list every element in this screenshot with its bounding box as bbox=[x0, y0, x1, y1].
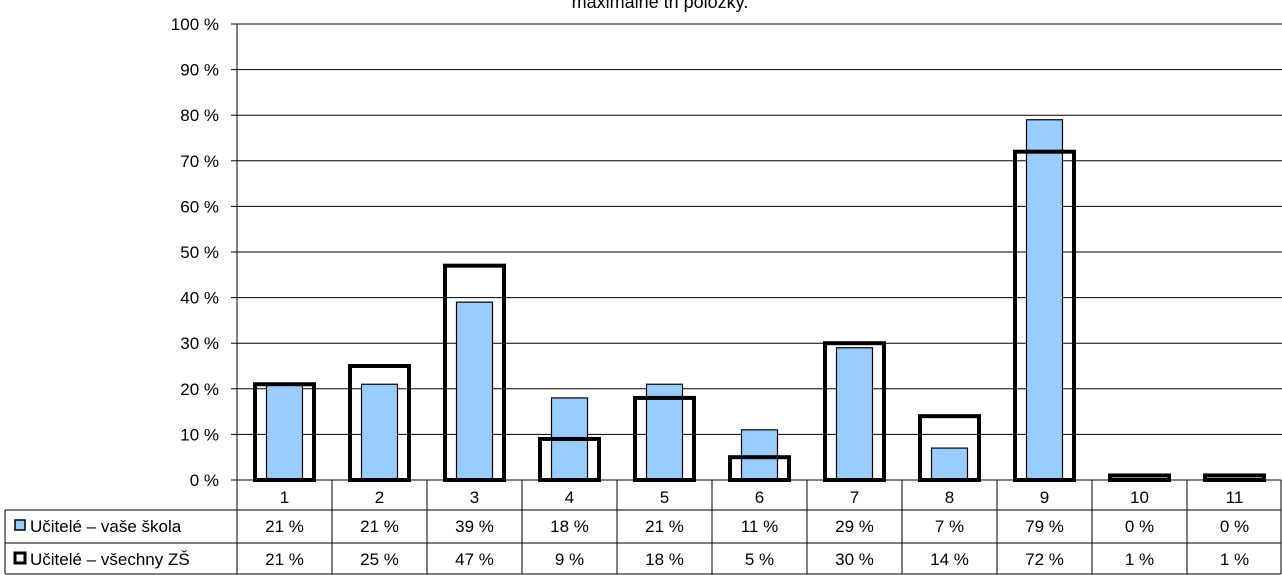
table-cell-vase-skola: 29 % bbox=[835, 517, 874, 536]
bar-vase-skola bbox=[360, 383, 399, 481]
legend-key-vase-skola bbox=[14, 519, 26, 531]
y-tick-label: 30 % bbox=[180, 334, 219, 353]
y-tick-label: 70 % bbox=[180, 152, 219, 171]
bar-vase-skola bbox=[645, 383, 684, 481]
x-tick-label: 6 bbox=[755, 488, 764, 507]
bar-vase-skola bbox=[930, 447, 969, 481]
x-tick-label: 7 bbox=[850, 488, 859, 507]
table-cell-vsechny-zs: 18 % bbox=[645, 550, 684, 569]
legend-key-vsechny-zs bbox=[13, 551, 27, 565]
table-cell-vsechny-zs: 47 % bbox=[455, 550, 494, 569]
y-tick-label: 90 % bbox=[180, 61, 219, 80]
x-tick-label: 11 bbox=[1226, 488, 1244, 507]
table-cell-vsechny-zs: 30 % bbox=[835, 550, 874, 569]
y-tick-label: 20 % bbox=[180, 380, 219, 399]
data-table: 1 2 3 4 5 6 7 8 9 10 11 Učitelé – vaše škola Učitelé… bbox=[4, 479, 1282, 575]
table-cell-vase-skola: 7 % bbox=[935, 517, 964, 536]
y-tick-label: 40 % bbox=[180, 289, 219, 308]
chart-title: maximálně tři položky. bbox=[572, 0, 749, 12]
x-tick-label: 4 bbox=[565, 488, 574, 507]
table-cell-vsechny-zs: 5 % bbox=[745, 550, 774, 569]
chart-title-layer: maximálně tři položky. bbox=[572, 0, 749, 12]
table-cell-vase-skola: 79 % bbox=[1025, 517, 1064, 536]
table-cell-vsechny-zs: 72 % bbox=[1025, 550, 1064, 569]
x-tick-label: 3 bbox=[470, 488, 479, 507]
table-cell-vase-skola: 11 % bbox=[741, 517, 779, 536]
table-cell-vase-skola: 21 % bbox=[265, 517, 304, 536]
table-cell-vsechny-zs: 21 % bbox=[265, 550, 304, 569]
legend-label-vase-skola: Učitelé – vaše škola bbox=[30, 517, 182, 536]
table-cell-vsechny-zs: 14 % bbox=[930, 550, 969, 569]
table-cell-vase-skola: 21 % bbox=[645, 517, 684, 536]
y-tick-label: 0 % bbox=[190, 471, 219, 490]
x-tick-label: 8 bbox=[945, 488, 954, 507]
y-tick-label: 10 % bbox=[180, 425, 219, 444]
bar-vsechny-zs bbox=[1203, 473, 1266, 483]
bar-vase-skola bbox=[740, 429, 779, 481]
x-tick-label: 10 bbox=[1130, 488, 1149, 507]
legend-label-vsechny-zs: Učitelé – všechny ZŠ bbox=[30, 550, 190, 569]
y-tick-label: 80 % bbox=[180, 106, 219, 125]
bar-vase-skola bbox=[1025, 119, 1064, 481]
x-tick-label: 5 bbox=[660, 488, 669, 507]
table-cell-vsechny-zs: 1 % bbox=[1125, 550, 1154, 569]
x-tick-label: 1 bbox=[280, 488, 289, 507]
x-tick-label: 9 bbox=[1040, 488, 1049, 507]
bar-vsechny-zs bbox=[1108, 473, 1171, 483]
bars-layer bbox=[253, 119, 1266, 483]
table-cell-vase-skola: 18 % bbox=[550, 517, 589, 536]
table-cell-vase-skola: 39 % bbox=[455, 517, 494, 536]
y-tick-label: 100 % bbox=[171, 15, 219, 34]
bar-vase-skola bbox=[265, 383, 304, 481]
x-tick-label: 2 bbox=[375, 488, 384, 507]
bar-vase-skola bbox=[835, 347, 874, 481]
table-cell-vase-skola: 0 % bbox=[1220, 517, 1249, 536]
y-tick-label: 50 % bbox=[180, 243, 219, 262]
table-cell-vsechny-zs: 9 % bbox=[555, 550, 584, 569]
table-cell-vase-skola: 21 % bbox=[360, 517, 399, 536]
grid-layer bbox=[237, 23, 1282, 435]
axis-layer: 0 % 10 % 20 % 30 % 40 % 50 % 60 % 70 % 80 % 90 % 1… bbox=[171, 15, 238, 490]
bar-vase-skola bbox=[455, 301, 494, 481]
y-tick-label: 60 % bbox=[180, 197, 219, 216]
table-cell-vsechny-zs: 25 % bbox=[360, 550, 399, 569]
table-cell-vsechny-zs: 1 % bbox=[1220, 550, 1249, 569]
table-cell-vase-skola: 0 % bbox=[1125, 517, 1154, 536]
